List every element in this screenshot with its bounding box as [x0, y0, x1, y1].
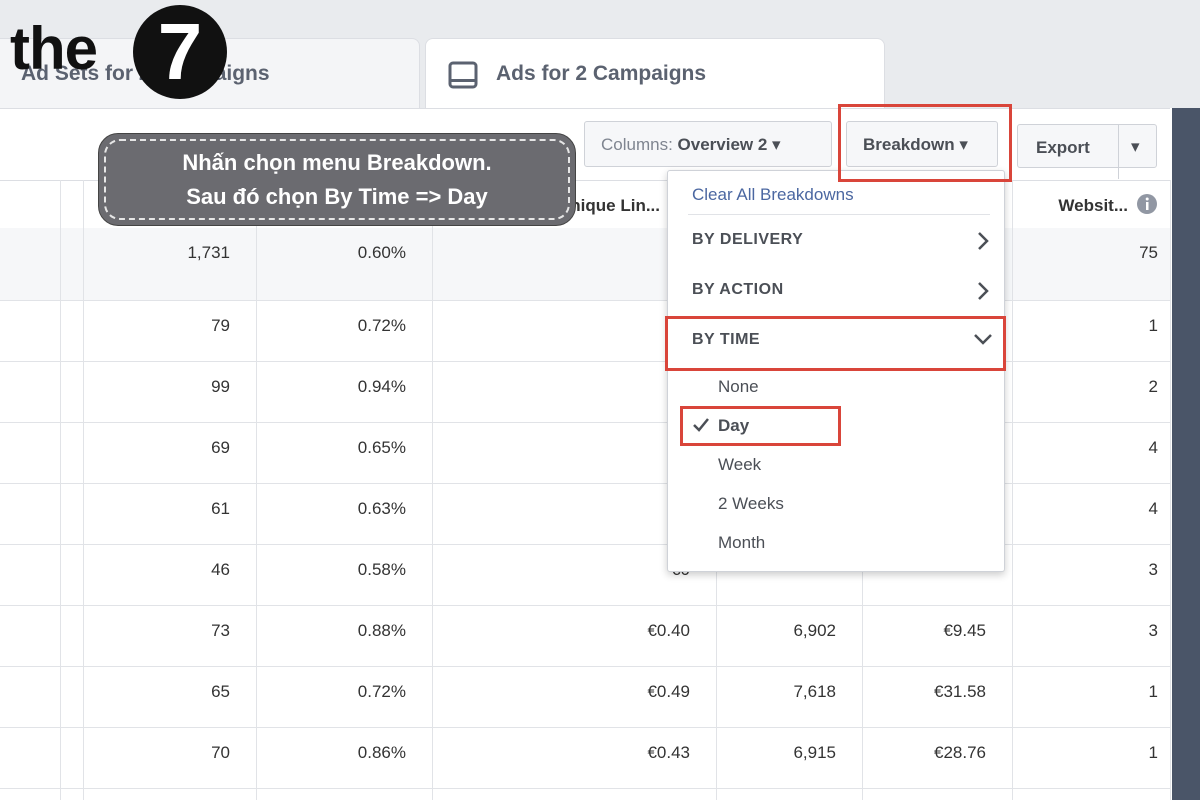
table-cell: 0.63% [357, 499, 406, 518]
menu-section[interactable]: BY TIME [692, 331, 761, 348]
table-cell: €0 [432, 316, 690, 336]
info-icon [1137, 194, 1157, 214]
callout-line: Nhấn chọn menu Breakdown. [182, 150, 492, 175]
table-cell: 2 [1148, 377, 1158, 396]
table-cell: 1,731 [187, 243, 230, 262]
table-cell: 0.86% [357, 743, 406, 762]
table-cell: €0 [432, 560, 690, 580]
highlight-box [838, 104, 1012, 182]
menu-section[interactable]: BY ACTION [692, 281, 784, 298]
table-cell: 6,902 [793, 621, 836, 640]
row-divider [0, 422, 1170, 423]
column-divider [1012, 180, 1013, 800]
table-cell: 79 [211, 316, 230, 335]
table-cell: 46 [211, 560, 230, 579]
table-cell: 0.88% [357, 621, 406, 640]
table-cell: 73 [211, 621, 230, 640]
menu-option[interactable]: Month [718, 533, 766, 552]
side-bar [1172, 108, 1200, 800]
column-divider [256, 180, 257, 800]
table-cell: €28.76 [934, 743, 986, 762]
logo-word: the [10, 15, 98, 82]
table-cell: 61 [211, 499, 230, 518]
row-divider [0, 300, 1170, 301]
table-cell: 3 [1148, 560, 1158, 579]
menu-option[interactable]: Day [718, 416, 750, 435]
logo-number: 7 [133, 5, 227, 99]
table-cell: €0.40 [647, 621, 690, 640]
tab-label: Ads for 2 Campaigns [496, 62, 707, 85]
column-header: Websit... [1058, 196, 1128, 215]
highlight-box [665, 316, 1006, 371]
row-divider [0, 605, 1170, 606]
table-cell: 1 [1148, 743, 1158, 762]
table-cell: 4 [1148, 499, 1158, 518]
table-cell: 3 [1148, 621, 1158, 640]
table-cell: 0.94% [357, 377, 406, 396]
table-cell: €0 [432, 243, 690, 263]
table-cell: 65 [211, 682, 230, 701]
table-cell: 0.65% [357, 438, 406, 457]
column-divider [1170, 180, 1171, 800]
table-cell: 7,618 [793, 682, 836, 701]
columns-value: Overview 2 [677, 135, 768, 154]
chevrons [974, 232, 992, 345]
tab[interactable]: Ads for 2 Campaigns [425, 38, 885, 108]
table-cell: 0.58% [357, 560, 406, 579]
table-cell: 0.72% [357, 682, 406, 701]
callout-line: Sau đó chọn By Time => Day [186, 184, 488, 209]
table-cell: €0 [432, 438, 690, 458]
row-divider [0, 544, 1170, 545]
breakdown-menu: Clear All Breakdowns BY DELIVERY BY ACTI… [667, 170, 1005, 572]
separator [688, 214, 990, 215]
menu-item[interactable]: Clear All Breakdowns [692, 185, 854, 204]
table-cell: €0 [432, 499, 690, 519]
menu-option[interactable]: Week [718, 455, 762, 474]
row-divider [0, 788, 1170, 789]
row-divider [0, 361, 1170, 362]
table-cell: €0.43 [647, 743, 690, 762]
column-divider [432, 180, 433, 800]
table-cell: 75 [1139, 243, 1158, 262]
columns-label: Columns: [601, 135, 673, 154]
export-label: Export [1036, 138, 1090, 157]
column-divider [83, 180, 84, 800]
table-cell: 0.72% [357, 316, 406, 335]
export-button[interactable]: Export ▾ [1017, 124, 1157, 179]
row-divider [0, 483, 1170, 484]
column-divider [60, 180, 61, 800]
table-cell: 99 [211, 377, 230, 396]
table-cell: 1 [1148, 316, 1158, 335]
table-cell: €31.58 [934, 682, 986, 701]
table-cell: 70 [211, 743, 230, 762]
columns-button[interactable]: Columns: Overview 2 ▾ [584, 121, 832, 167]
callout: Nhấn chọn menu Breakdown. Sau đó chọn By… [98, 133, 576, 226]
check-icon [693, 418, 709, 432]
table-cell: 6,915 [793, 743, 836, 762]
table-cell: €0.49 [647, 682, 690, 701]
tab-icon [448, 61, 478, 89]
table-cell: 4 [1148, 438, 1158, 457]
table-cell: €9.45 [943, 621, 986, 640]
menu-section[interactable]: BY DELIVERY [692, 231, 804, 248]
breakdown-button[interactable]: Breakdown ▾ [846, 121, 998, 167]
row-divider [0, 666, 1170, 667]
highlight-box [680, 406, 841, 446]
column-header: Unique Lin... [558, 196, 660, 215]
menu-option[interactable]: 2 Weeks [718, 494, 784, 513]
table-cell: €0 [432, 377, 690, 397]
row-divider [0, 727, 1170, 728]
table-cell: 69 [211, 438, 230, 457]
menu-option[interactable]: None [718, 377, 759, 396]
table-cell: 0.60% [357, 243, 406, 262]
breakdown-label: Breakdown [863, 135, 955, 154]
table-cell: 1 [1148, 682, 1158, 701]
